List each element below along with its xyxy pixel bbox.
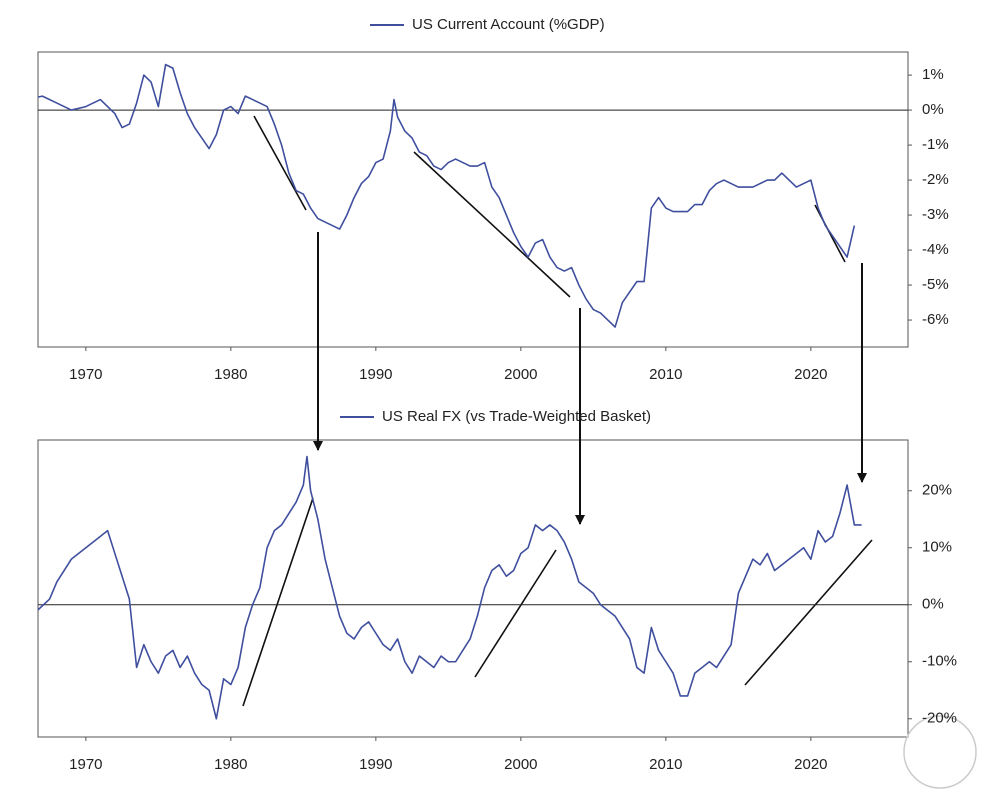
annotations [242, 115, 873, 707]
trend-line [413, 151, 571, 298]
y-tick-label: 10% [922, 539, 952, 556]
y-tick-label: 20% [922, 482, 952, 499]
y-tick-label: -4% [922, 241, 949, 258]
x-tick-label: 1980 [214, 366, 247, 383]
x-tick-label: 1990 [359, 756, 392, 773]
trend-line [744, 539, 873, 686]
x-tick-label: 1990 [359, 366, 392, 383]
x-tick-label: 2010 [649, 366, 682, 383]
y-tick-label: -2% [922, 171, 949, 188]
y-tick-label: -6% [922, 311, 949, 328]
legend-label: US Current Account (%GDP) [412, 16, 605, 33]
x-tick-label: 1970 [69, 366, 102, 383]
y-tick-label: -3% [922, 206, 949, 223]
y-tick-label: -10% [922, 653, 957, 670]
y-tick-label: -20% [922, 710, 957, 727]
legend-label: US Real FX (vs Trade-Weighted Basket) [382, 408, 651, 425]
plot-frame [37, 439, 909, 738]
x-tick-label: 1980 [214, 756, 247, 773]
x-tick-label: 2020 [794, 756, 827, 773]
plot-frame [37, 51, 909, 348]
data-line [37, 455, 862, 720]
y-tick-label: -5% [922, 276, 949, 293]
data-line [37, 63, 856, 328]
watermark [903, 715, 977, 789]
x-tick-label: 2010 [649, 756, 682, 773]
x-tick-label: 2000 [504, 366, 537, 383]
trend-line [253, 115, 307, 211]
x-tick-label: 2000 [504, 756, 537, 773]
y-tick-label: 1% [922, 66, 944, 83]
y-tick-label: 0% [922, 596, 944, 613]
x-tick-label: 1970 [69, 756, 102, 773]
trend-line [242, 497, 314, 707]
trend-line [474, 549, 557, 678]
x-tick-label: 2020 [794, 366, 827, 383]
y-tick-label: -1% [922, 136, 949, 153]
y-tick-label: 0% [922, 101, 944, 118]
